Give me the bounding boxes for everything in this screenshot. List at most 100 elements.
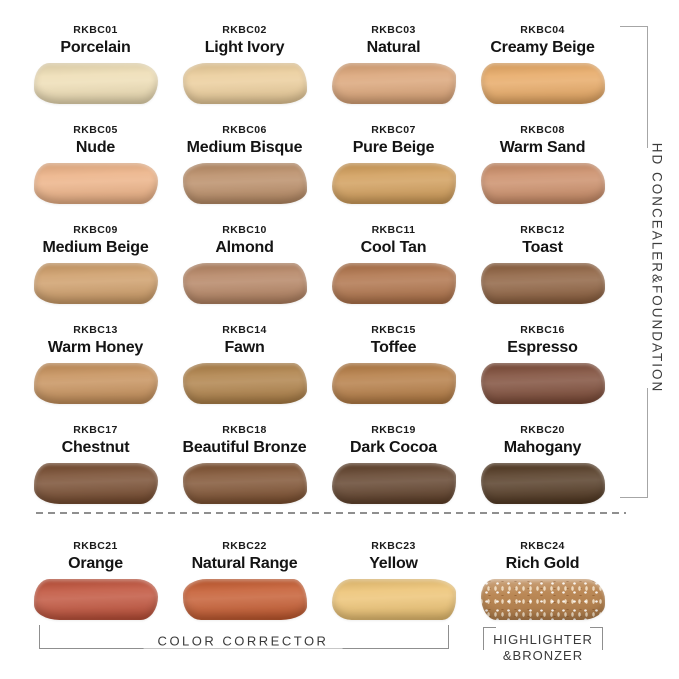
- group-label-highlighter: HIGHLIGHTER: [493, 632, 593, 647]
- shade-cell: RKBC05 Nude: [21, 118, 170, 218]
- shade-code: RKBC11: [371, 224, 416, 236]
- shade-swatch: [331, 463, 456, 505]
- shade-swatch: [33, 579, 158, 621]
- shade-code: RKBC18: [222, 424, 267, 436]
- concealer-foundation-grid: RKBC01 Porcelain RKBC02 Light Ivory RKBC…: [21, 18, 617, 518]
- shade-name: Almond: [215, 238, 274, 256]
- shade-name: Toffee: [370, 338, 417, 356]
- shade-name: Medium Bisque: [186, 138, 303, 156]
- shade-code: RKBC01: [73, 24, 118, 36]
- shade-code: RKBC24: [520, 540, 565, 552]
- shade-cell: RKBC20 Mahogany: [468, 418, 617, 518]
- shade-cell: RKBC12 Toast: [468, 218, 617, 318]
- shade-cell: RKBC17 Chestnut: [21, 418, 170, 518]
- shade-cell: RKBC22 Natural Range: [170, 534, 319, 634]
- shade-name: Natural: [366, 38, 421, 56]
- shade-name: Porcelain: [60, 38, 131, 56]
- shade-code: RKBC19: [371, 424, 416, 436]
- shade-cell: RKBC21 Orange: [21, 534, 170, 634]
- shade-code: RKBC14: [222, 324, 267, 336]
- shade-swatch: [480, 63, 605, 105]
- shade-cell: RKBC01 Porcelain: [21, 18, 170, 118]
- shade-cell: RKBC23 Yellow: [319, 534, 468, 634]
- highlighter-bracket-right: [590, 627, 603, 650]
- shade-name: Nude: [75, 138, 116, 156]
- shade-code: RKBC10: [222, 224, 267, 236]
- shade-name: Medium Beige: [42, 238, 149, 256]
- shade-name: Orange: [68, 554, 123, 572]
- dashed-divider: [36, 512, 626, 514]
- shade-swatch: [331, 163, 456, 205]
- shade-cell: RKBC11 Cool Tan: [319, 218, 468, 318]
- shade-code: RKBC07: [371, 124, 416, 136]
- shade-code: RKBC06: [222, 124, 267, 136]
- shade-cell: RKBC14 Fawn: [170, 318, 319, 418]
- shade-swatch: [331, 63, 456, 105]
- shade-cell: RKBC19 Dark Cocoa: [319, 418, 468, 518]
- group-label-hd-concealer-foundation: HD CONCEALER&FOUNDATION: [649, 142, 665, 394]
- shade-swatch: [480, 363, 605, 405]
- shade-code: RKBC23: [371, 540, 416, 552]
- shade-name: Toast: [522, 238, 563, 256]
- shade-cell: RKBC04 Creamy Beige: [468, 18, 617, 118]
- shade-cell: RKBC13 Warm Honey: [21, 318, 170, 418]
- shade-name: Pure Beige: [352, 138, 435, 156]
- shade-swatch: [331, 579, 456, 621]
- highlighter-bracket-left: [483, 627, 496, 650]
- shade-code: RKBC20: [520, 424, 565, 436]
- shade-name: Beautiful Bronze: [182, 438, 307, 456]
- shade-name: Espresso: [507, 338, 578, 356]
- shade-swatch: [331, 263, 456, 305]
- right-bracket-bottom: [620, 388, 648, 498]
- shade-cell: RKBC07 Pure Beige: [319, 118, 468, 218]
- shade-cell: RKBC18 Beautiful Bronze: [170, 418, 319, 518]
- color-corrector-bracket: [39, 625, 449, 649]
- shade-swatch: [182, 579, 307, 621]
- shade-name: Mahogany: [503, 438, 582, 456]
- shade-cell: RKBC24 Rich Gold: [468, 534, 617, 634]
- shade-code: RKBC13: [73, 324, 118, 336]
- shade-swatch: [33, 363, 158, 405]
- shade-code: RKBC16: [520, 324, 565, 336]
- shade-code: RKBC04: [520, 24, 565, 36]
- group-label-bronzer: &BRONZER: [502, 648, 584, 663]
- shade-swatch: [33, 263, 158, 305]
- shade-swatch: [182, 463, 307, 505]
- shade-name: Light Ivory: [204, 38, 285, 56]
- shade-name: Dark Cocoa: [350, 438, 437, 456]
- shade-swatch: [480, 263, 605, 305]
- shade-cell: RKBC16 Espresso: [468, 318, 617, 418]
- shade-cell: RKBC02 Light Ivory: [170, 18, 319, 118]
- shade-code: RKBC08: [520, 124, 565, 136]
- shade-name: Fawn: [224, 338, 265, 356]
- shade-swatch: [182, 163, 307, 205]
- shade-name: Chestnut: [61, 438, 130, 456]
- shade-cell: RKBC03 Natural: [319, 18, 468, 118]
- shade-code: RKBC05: [73, 124, 118, 136]
- shade-name: Warm Honey: [47, 338, 144, 356]
- shade-cell: RKBC10 Almond: [170, 218, 319, 318]
- shade-cell: RKBC08 Warm Sand: [468, 118, 617, 218]
- shade-code: RKBC12: [520, 224, 565, 236]
- shade-cell: RKBC15 Toffee: [319, 318, 468, 418]
- shade-name: Rich Gold: [505, 554, 580, 572]
- shade-code: RKBC15: [371, 324, 416, 336]
- group-label-color-corrector: COLOR CORRECTOR: [143, 633, 343, 649]
- shade-cell: RKBC09 Medium Beige: [21, 218, 170, 318]
- right-bracket-top: [620, 26, 648, 148]
- shade-cell: RKBC06 Medium Bisque: [170, 118, 319, 218]
- shade-code: RKBC02: [222, 24, 267, 36]
- shade-swatch: [182, 63, 307, 105]
- shade-name: Cool Tan: [360, 238, 427, 256]
- corrector-highlighter-grid: RKBC21 Orange RKBC22 Natural Range RKBC2…: [21, 534, 617, 634]
- shade-code: RKBC03: [371, 24, 416, 36]
- shade-code: RKBC22: [222, 540, 267, 552]
- shade-swatch: [480, 463, 605, 505]
- shade-swatch: [480, 579, 605, 621]
- shade-name: Yellow: [369, 554, 418, 572]
- shade-swatch: [33, 63, 158, 105]
- shade-swatch: [331, 363, 456, 405]
- shade-name: Natural Range: [191, 554, 298, 572]
- shade-swatch: [182, 363, 307, 405]
